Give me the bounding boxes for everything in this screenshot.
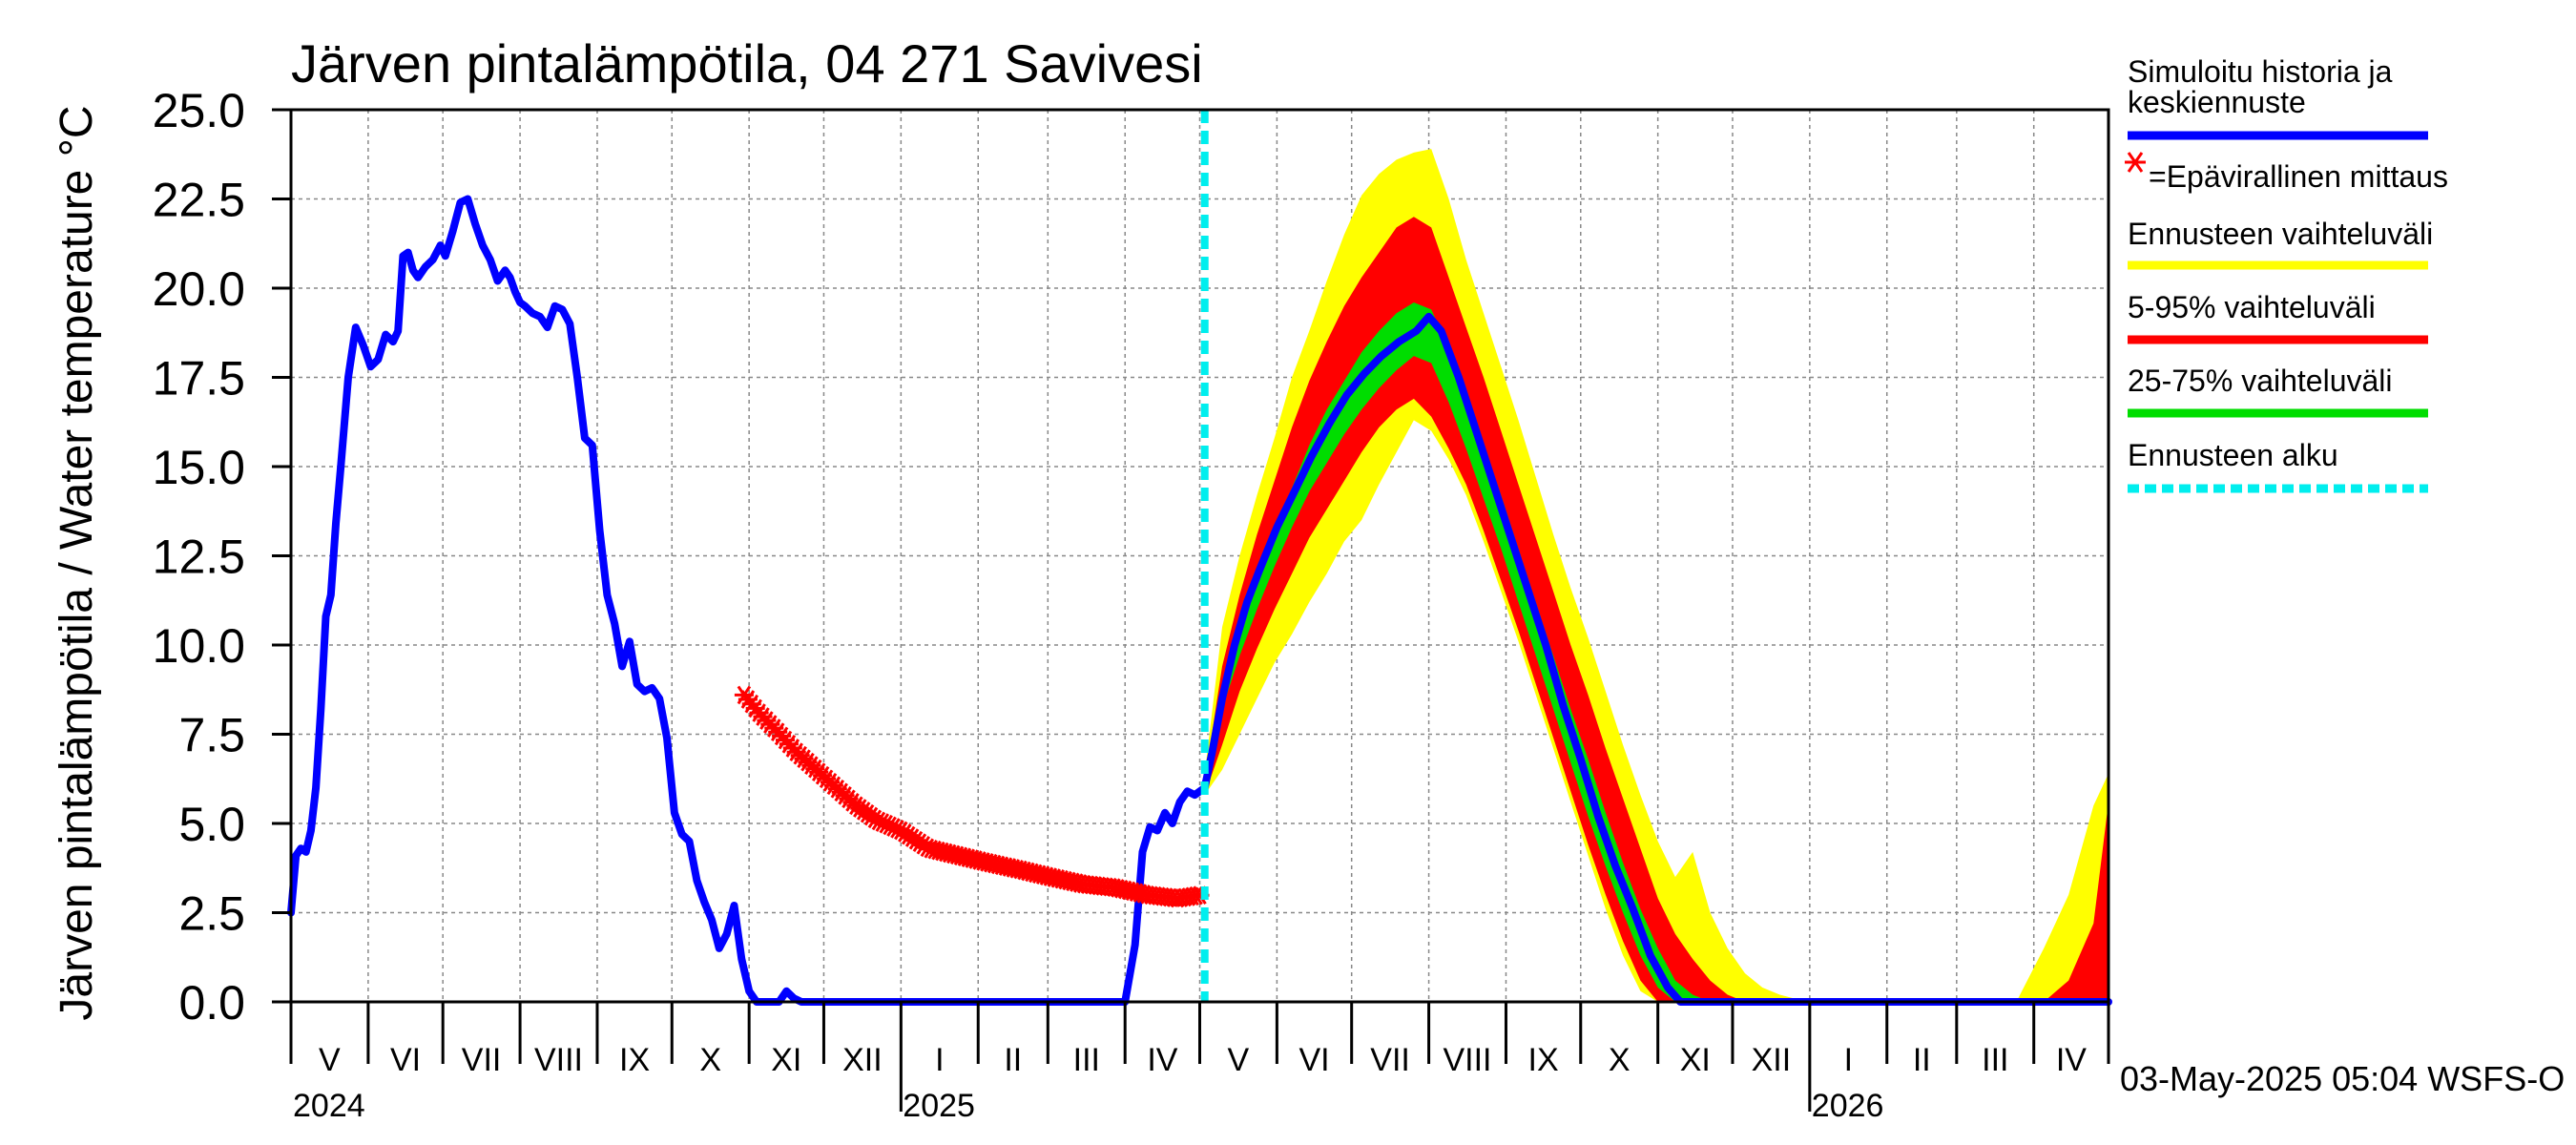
x-month-label: X — [699, 1042, 721, 1078]
y-tick-label: 10.0 — [153, 619, 245, 673]
measurement-series — [734, 685, 1210, 908]
y-tick-label: 25.0 — [153, 84, 245, 137]
x-month-label: IX — [1528, 1042, 1559, 1078]
legend-label: 5-95% vaihteluväli — [2128, 290, 2376, 324]
y-tick-label: 5.0 — [178, 798, 245, 851]
x-month-label: III — [1073, 1042, 1100, 1078]
x-axis-ticks: V VI VII VIII IX X XI XII I II III IV V VI VII VIII IX X X… — [289, 1002, 2110, 1124]
x-month-label: XI — [1680, 1042, 1711, 1078]
legend-swatch-measurement — [2125, 152, 2146, 173]
x-month-label: II — [1913, 1042, 1931, 1078]
x-month-label: VIII — [1443, 1042, 1491, 1078]
legend-label: 25-75% vaihteluväli — [2128, 364, 2393, 398]
y-tick-label: 17.5 — [153, 352, 245, 406]
x-month-label: VIII — [534, 1042, 583, 1078]
y-tick-label: 22.5 — [153, 174, 245, 227]
x-month-label: IV — [2056, 1042, 2087, 1078]
forecast-bands — [1204, 149, 2109, 1003]
x-month-label: VI — [1298, 1042, 1329, 1078]
x-month-label: IV — [1147, 1042, 1177, 1078]
footer-timestamp: 03-May-2025 05:04 WSFS-O — [2120, 1059, 2565, 1098]
band-full-range — [1204, 149, 2109, 1003]
x-month-label: VII — [1370, 1042, 1410, 1078]
simulated-line — [287, 195, 2112, 1006]
x-year-label: 2026 — [1812, 1088, 1884, 1124]
x-month-label: VII — [462, 1042, 502, 1078]
x-month-label: VI — [390, 1042, 421, 1078]
grid-lines — [291, 110, 2109, 1002]
y-tick-label: 12.5 — [153, 531, 245, 584]
x-month-label: X — [1609, 1042, 1631, 1078]
y-axis-ticks: 0.0 2.5 5.0 7.5 10.0 12.5 15.0 17.5 20.0 22.5 25.0 — [153, 84, 291, 1030]
plot-area: 0.0 2.5 5.0 7.5 10.0 12.5 15.0 17.5 20.0 22.5 25.0… — [153, 84, 2112, 1124]
legend-label: keskiennuste — [2128, 85, 2306, 119]
y-axis-label: Järven pintalämpötila / Water temperatur… — [52, 105, 102, 1020]
x-month-label: V — [319, 1042, 341, 1078]
x-month-label: I — [935, 1042, 944, 1078]
x-month-label: XII — [1752, 1042, 1792, 1078]
x-month-label: I — [1844, 1042, 1853, 1078]
x-month-label: II — [1004, 1042, 1022, 1078]
x-month-label: XII — [842, 1042, 883, 1078]
band-5-95 — [1204, 217, 2109, 1002]
x-year-label: 2025 — [903, 1088, 975, 1124]
y-tick-label: 15.0 — [153, 441, 245, 494]
y-tick-label: 2.5 — [178, 887, 245, 941]
legend-label: Ennusteen alku — [2128, 438, 2338, 472]
y-tick-label: 0.0 — [178, 976, 245, 1030]
legend-label: Simuloitu historia ja — [2128, 54, 2393, 89]
legend-label: =Epävirallinen mittaus — [2149, 159, 2448, 194]
x-month-label: V — [1228, 1042, 1250, 1078]
x-month-label: III — [1982, 1042, 2008, 1078]
y-tick-label: 20.0 — [153, 262, 245, 316]
x-year-label: 2024 — [293, 1088, 365, 1124]
chart-title: Järven pintalämpötila, 04 271 Savivesi — [291, 33, 1203, 94]
x-month-label: IX — [619, 1042, 650, 1078]
simulated-series — [287, 195, 2112, 1006]
legend-label: Ennusteen vaihteluväli — [2128, 217, 2433, 251]
x-month-label: XI — [771, 1042, 801, 1078]
y-tick-label: 7.5 — [178, 709, 245, 762]
